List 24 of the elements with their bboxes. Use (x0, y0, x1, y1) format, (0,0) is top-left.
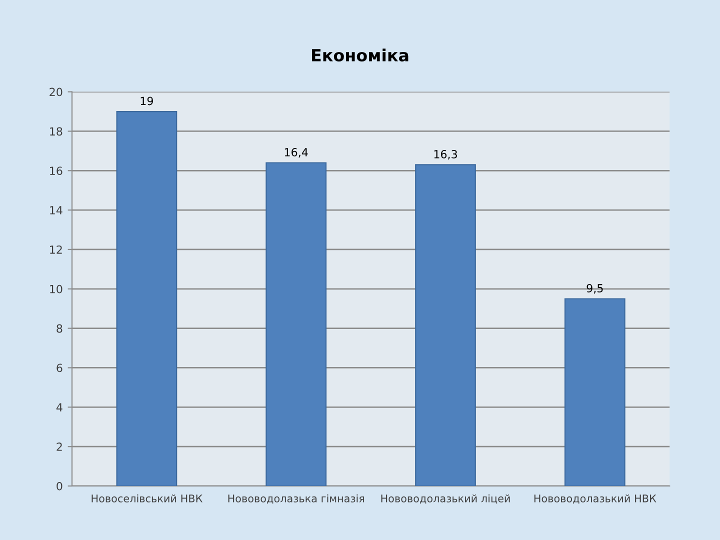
data-label: 16,4 (284, 148, 308, 158)
bar (415, 164, 476, 486)
data-label: 19 (140, 96, 153, 106)
x-tick-label: Нововодолазький НВК (534, 494, 656, 504)
y-tick-label: 18 (50, 127, 62, 136)
x-tick-label: Новоселівський НВК (92, 494, 202, 502)
data-label: 9,5 (586, 284, 603, 294)
x-tick-label: Нововодолазький ліцей (381, 494, 510, 504)
y-tick-label: 6 (56, 364, 62, 372)
y-tick-label: 14 (50, 206, 62, 214)
chart-title: Економіка (312, 48, 408, 62)
bar (116, 110, 178, 486)
y-tick-label: 2 (56, 442, 62, 451)
bar (564, 298, 626, 486)
x-tick-label: Нововодолазька гімназія (228, 494, 364, 504)
y-tick-label: 20 (50, 88, 62, 96)
data-label: 16,3 (434, 150, 457, 160)
y-tick-label: 8 (56, 324, 62, 333)
y-tick-label: 16 (50, 166, 62, 176)
y-tick-label: 4 (56, 403, 62, 412)
y-tick-label: 12 (50, 245, 62, 254)
y-tick-label: 0 (56, 482, 62, 490)
bar (266, 162, 327, 486)
y-tick-label: 10 (50, 284, 62, 294)
